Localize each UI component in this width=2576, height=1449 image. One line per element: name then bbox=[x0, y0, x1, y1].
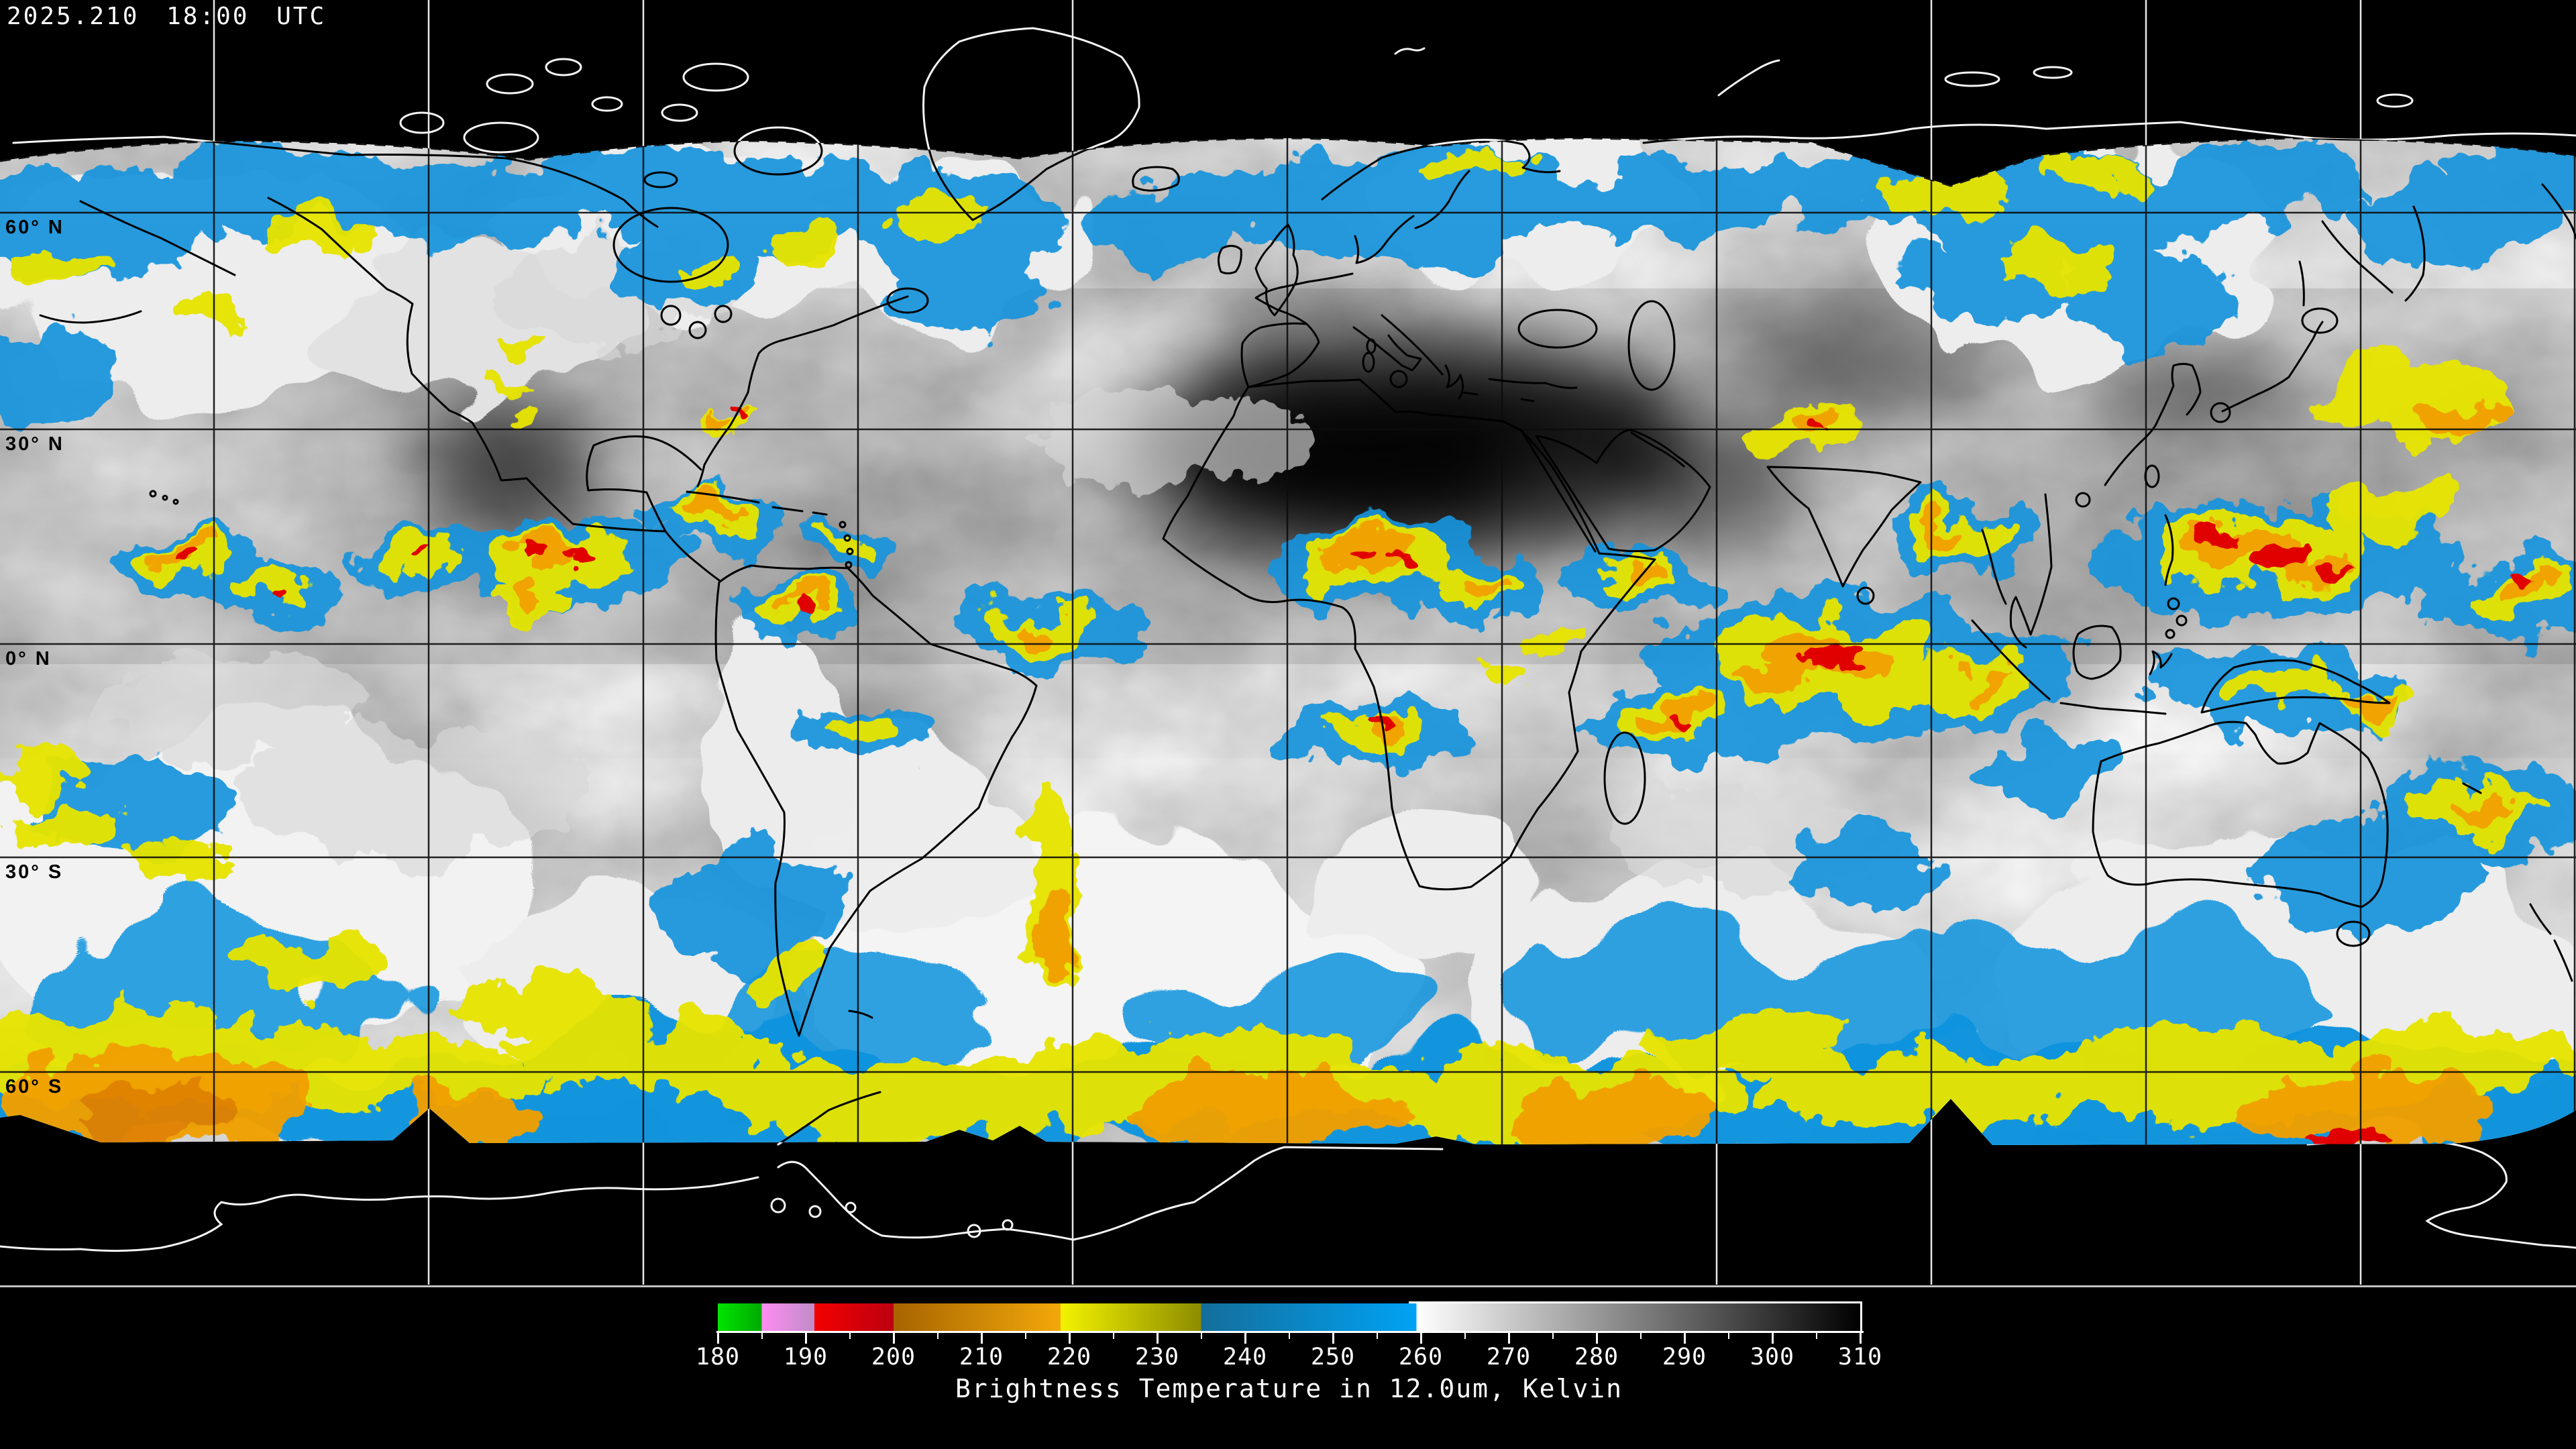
colorbar-major-tick bbox=[980, 1333, 983, 1344]
colorbar-frame-top bbox=[1409, 1301, 1862, 1303]
colorbar-tick-label: 280 bbox=[1574, 1344, 1619, 1371]
colorbar-tick-label: 260 bbox=[1398, 1344, 1444, 1371]
colorbar-minor-tick bbox=[1288, 1333, 1290, 1339]
colorbar-tick-label: 250 bbox=[1310, 1344, 1356, 1371]
colorbar-tick-label: 290 bbox=[1662, 1344, 1707, 1371]
colorbar-minor-tick bbox=[849, 1333, 851, 1339]
colorbar-caption: Brightness Temperature in 12.0um, Kelvin bbox=[955, 1374, 1623, 1403]
ir-data-layer bbox=[0, 138, 2576, 1145]
timestamp: 2025.210 18:00 UTC bbox=[7, 3, 327, 30]
latitude-label: 30° N bbox=[5, 433, 64, 455]
colorbar-tick-label: 310 bbox=[1837, 1344, 1883, 1371]
colorbar-tick-label: 180 bbox=[695, 1344, 741, 1371]
map-frame-line bbox=[0, 1285, 2576, 1287]
colorbar-major-tick bbox=[1419, 1333, 1422, 1344]
colorbar-major-tick bbox=[892, 1333, 895, 1344]
colorbar-minor-tick bbox=[1464, 1333, 1466, 1339]
colorbar-minor-tick bbox=[1552, 1333, 1554, 1339]
latitude-label: 60° S bbox=[5, 1076, 64, 1097]
colorbar-tick-label: 300 bbox=[1750, 1344, 1795, 1371]
colorbar-major-tick bbox=[1683, 1333, 1686, 1344]
colorbar-frame-bottom bbox=[716, 1331, 1864, 1333]
colorbar-minor-tick bbox=[1815, 1333, 1817, 1339]
colorbar-minor-tick bbox=[761, 1333, 763, 1339]
colorbar-major-tick bbox=[716, 1333, 719, 1344]
data-edge-dashes bbox=[0, 138, 2576, 187]
colorbar-tick-label: 220 bbox=[1046, 1344, 1092, 1371]
colorbar-tick-label: 270 bbox=[1486, 1344, 1532, 1371]
colorbar-swatch bbox=[718, 1303, 1860, 1331]
latitude-label: 30° S bbox=[5, 861, 64, 883]
colorbar-major-tick bbox=[1332, 1333, 1334, 1344]
colorbar-tick-label: 230 bbox=[1134, 1344, 1180, 1371]
colorbar-major-tick bbox=[1156, 1333, 1159, 1344]
colorbar-tick-label: 240 bbox=[1222, 1344, 1268, 1371]
polar-graticule-lines bbox=[213, 0, 2362, 1285]
colorbar-minor-tick bbox=[936, 1333, 938, 1339]
colorbar-minor-tick bbox=[1640, 1333, 1642, 1339]
colorbar-minor-tick bbox=[1112, 1333, 1114, 1339]
colorbar-major-tick bbox=[1595, 1333, 1598, 1344]
latitude-label: 0° N bbox=[5, 648, 52, 669]
latitude-label: 60° N bbox=[5, 217, 64, 238]
colorbar-major-tick bbox=[804, 1333, 807, 1344]
colorbar-major-tick bbox=[1771, 1333, 1774, 1344]
cold-cloud-red-cores bbox=[175, 405, 2536, 1145]
colorbar-major-tick bbox=[1068, 1333, 1071, 1344]
colorbar-frame-right bbox=[1860, 1302, 1862, 1333]
colorbar-minor-tick bbox=[1727, 1333, 1729, 1339]
colorbar-major-tick bbox=[1859, 1333, 1862, 1344]
colorbar-tick-label: 200 bbox=[871, 1344, 916, 1371]
colorbar-minor-tick bbox=[1024, 1333, 1026, 1339]
colorbar-major-tick bbox=[1507, 1333, 1510, 1344]
colorbar-minor-tick bbox=[1376, 1333, 1378, 1339]
colorbar-tick-label: 190 bbox=[783, 1344, 828, 1371]
colorbar-minor-tick bbox=[1200, 1333, 1202, 1339]
graticule-lines bbox=[0, 138, 2576, 1145]
colorbar-major-tick bbox=[1244, 1333, 1246, 1344]
colorbar-tick-label: 210 bbox=[959, 1344, 1004, 1371]
